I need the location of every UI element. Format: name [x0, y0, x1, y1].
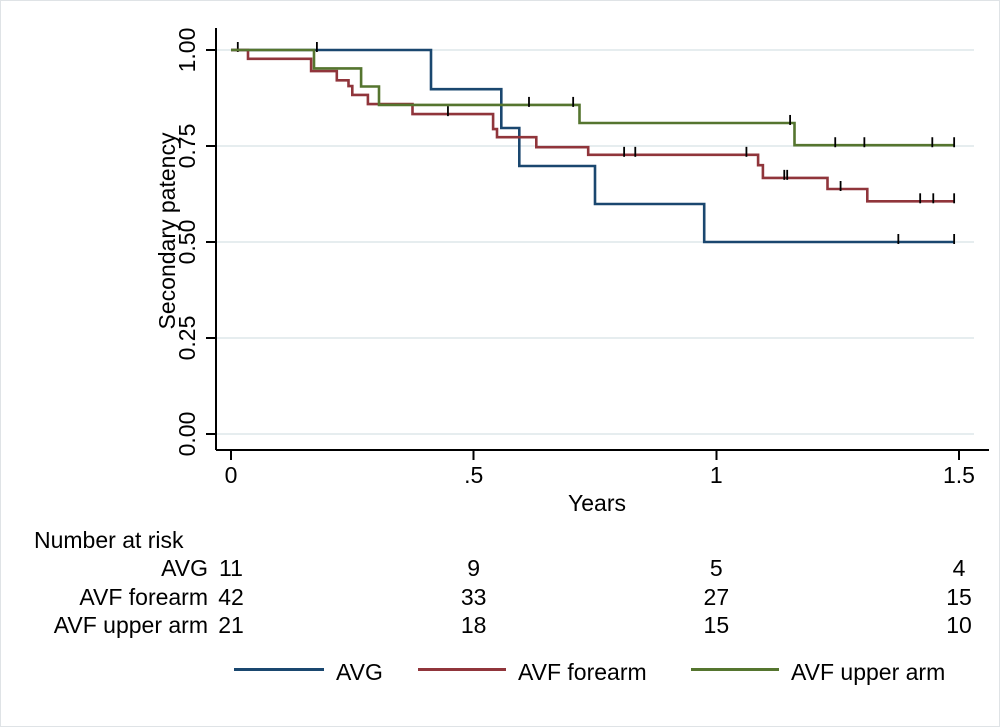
risk-row-label-avf-forearm: AVF forearm [79, 584, 208, 610]
legend-label-avf-forearm: AVF forearm [518, 659, 647, 685]
y-tick-label: 0.75 [174, 123, 200, 169]
risk-table-title: Number at risk [34, 527, 184, 553]
y-tick-label: 0.00 [174, 411, 200, 457]
risk-count: 11 [219, 555, 243, 581]
risk-count: 18 [460, 612, 487, 638]
x-tick-label: .5 [464, 462, 484, 488]
risk-count: 15 [946, 584, 972, 610]
survival-curve-avf-upper-arm [231, 48, 955, 147]
survival-curve-avf-forearm [231, 48, 955, 203]
risk-count: 33 [460, 584, 487, 610]
risk-count: 10 [946, 612, 972, 638]
legend-line-avf-forearm [418, 668, 506, 671]
risk-row-label-avg: AVG [161, 555, 208, 581]
survival-curve-avg [231, 48, 955, 244]
x-tick-label: 1 [709, 462, 723, 488]
risk-count: 42 [218, 584, 244, 610]
risk-count: 9 [467, 555, 481, 581]
x-tick-label: 0 [224, 462, 238, 488]
risk-count: 21 [218, 612, 244, 638]
x-tick-label: 1.5 [942, 462, 975, 488]
risk-count: 4 [952, 555, 966, 581]
x-axis-title: Years [568, 490, 626, 516]
legend-line-avf-upper-arm [691, 668, 779, 671]
risk-count: 5 [709, 555, 723, 581]
y-tick-label: 0.50 [174, 219, 200, 265]
legend-label-avg: AVG [336, 659, 383, 685]
legend-line-avg [234, 668, 324, 671]
risk-count: 15 [703, 612, 730, 638]
y-tick-label: 1.00 [174, 27, 200, 73]
risk-row-label-avf-upper-arm: AVF upper arm [53, 612, 208, 638]
y-tick-label: 0.25 [174, 315, 200, 361]
risk-count: 27 [703, 584, 730, 610]
legend-label-avf-upper-arm: AVF upper arm [791, 659, 946, 685]
